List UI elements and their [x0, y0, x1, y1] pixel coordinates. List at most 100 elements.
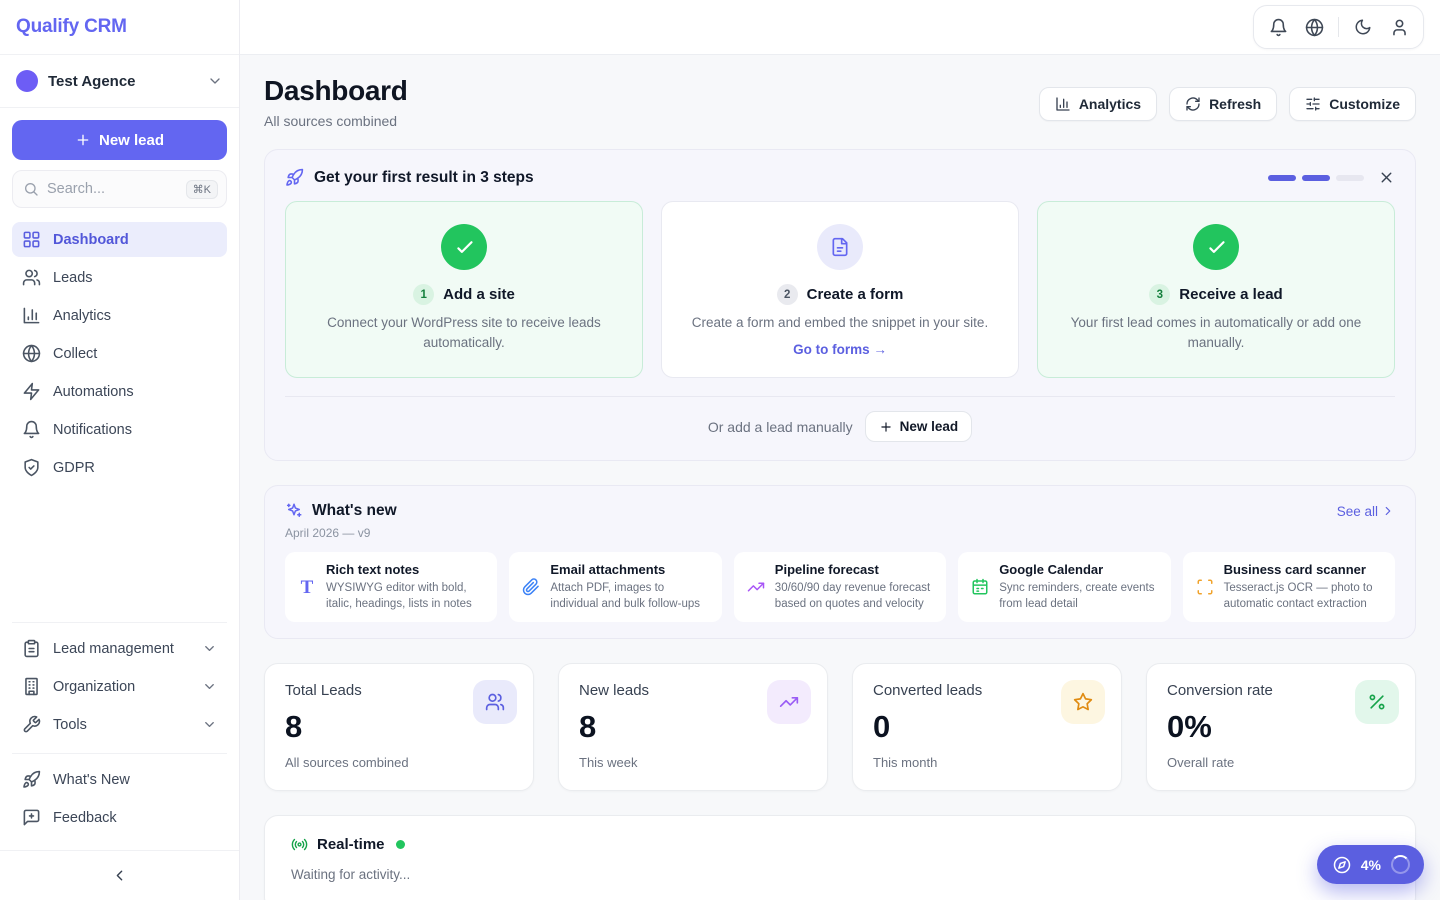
progress-pill-empty	[1336, 174, 1364, 181]
file-text-icon	[830, 237, 850, 257]
close-onboarding-button[interactable]	[1378, 169, 1395, 186]
sidebar-body: New lead ⌘K Dashboard Leads Analytic	[0, 108, 239, 850]
sidebar-item-whats-new[interactable]: What's New	[12, 762, 227, 797]
see-all-label: See all	[1336, 503, 1378, 519]
whats-new-panel: What's new See all April 2026 — v9 T Ric…	[264, 485, 1416, 640]
compass-icon	[1333, 856, 1351, 874]
sidebar-item-analytics[interactable]: Analytics	[12, 298, 227, 333]
onboarding-footer: Or add a lead manually New lead	[285, 396, 1395, 443]
onboarding-panel: Get your first result in 3 steps	[264, 149, 1416, 462]
account-button[interactable]	[1381, 10, 1417, 44]
logo-row: Qualify CRM	[0, 0, 239, 55]
nav-label: Leads	[53, 269, 93, 286]
trending-up-icon	[747, 578, 765, 596]
customize-button[interactable]: Customize	[1289, 87, 1416, 121]
feature-card-rich-text-notes: T Rich text notes WYSIWYG editor with bo…	[285, 552, 498, 623]
message-plus-icon	[22, 808, 41, 827]
stat-caption: All sources combined	[285, 755, 409, 771]
feature-desc: 30/60/90 day revenue forecast based on q…	[774, 582, 931, 611]
stat-value: 0%	[1167, 709, 1212, 745]
new-lead-button[interactable]: New lead	[12, 120, 227, 160]
whats-new-title: What's new	[312, 502, 397, 520]
manual-new-lead-label: New lead	[899, 419, 959, 435]
customize-label: Customize	[1329, 96, 1400, 112]
step-title: Receive a lead	[1179, 286, 1283, 303]
step-number: 3	[1149, 284, 1171, 305]
notifications-button[interactable]	[1260, 10, 1296, 44]
feature-title: Pipeline forecast	[774, 562, 879, 578]
topbar-icon-group	[1253, 5, 1424, 49]
search-input[interactable]	[47, 181, 178, 197]
step-title: Create a form	[806, 286, 904, 303]
footer-label: What's New	[53, 771, 130, 788]
nav-label: Collect	[53, 345, 98, 362]
stat-card-total-leads: Total Leads 8 All sources combined	[264, 663, 534, 792]
chevron-down-icon	[202, 717, 217, 732]
workspace-switcher[interactable]: Test Agence	[0, 55, 239, 108]
stat-value: 0	[873, 709, 891, 745]
building-icon	[22, 677, 41, 696]
sidebar-group-lead-management[interactable]: Lead management	[12, 631, 227, 666]
step-card-add-site: 1 Add a site Connect your WordPress site…	[285, 201, 643, 379]
primary-nav: Dashboard Leads Analytics Collect Automa…	[12, 222, 227, 488]
see-all-link[interactable]: See all	[1337, 504, 1395, 519]
header-actions: Analytics Refresh Customize	[1038, 87, 1416, 121]
plus-icon	[879, 420, 893, 434]
sidebar-item-gdpr[interactable]: GDPR	[12, 450, 227, 485]
search-shortcut: ⌘K	[185, 179, 218, 199]
rich-text-icon: T	[300, 576, 314, 598]
sidebar-item-automations[interactable]: Automations	[12, 374, 227, 409]
close-icon	[1378, 169, 1395, 186]
workspace-avatar	[16, 70, 38, 92]
topbar-divider	[1338, 17, 1339, 37]
progress-pill-filled	[1268, 174, 1296, 181]
feature-title: Google Calendar	[999, 562, 1104, 578]
theme-toggle-button[interactable]	[1345, 10, 1381, 44]
sidebar-item-collect[interactable]: Collect	[12, 336, 227, 371]
sidebar-item-leads[interactable]: Leads	[12, 260, 227, 295]
sidebar-group-organization[interactable]: Organization	[12, 669, 227, 704]
analytics-button[interactable]: Analytics	[1038, 87, 1158, 121]
step-description: Your first lead comes in automatically o…	[1070, 315, 1362, 351]
bar-chart-icon	[1055, 96, 1071, 112]
step-number: 1	[413, 284, 435, 305]
sidebar-group-tools[interactable]: Tools	[12, 707, 227, 742]
nav-label: Analytics	[53, 307, 112, 324]
search-box: ⌘K	[12, 170, 227, 208]
realtime-panel: Real-time Waiting for activity...	[264, 815, 1416, 900]
sidebar-footer: What's New Feedback	[12, 753, 227, 838]
nav-label: Notifications	[53, 421, 132, 438]
manual-new-lead-button[interactable]: New lead	[864, 411, 973, 443]
refresh-icon	[1185, 96, 1201, 112]
rocket-icon	[22, 770, 41, 789]
sidebar-spacer	[12, 488, 227, 614]
sidebar-item-feedback[interactable]: Feedback	[12, 800, 227, 835]
sidebar-collapse-button[interactable]	[0, 850, 239, 900]
realtime-header: Real-time	[291, 836, 1389, 853]
feature-card-email-attachments: Email attachments Attach PDF, images to …	[509, 552, 722, 623]
analytics-label: Analytics	[1078, 96, 1142, 112]
step-status-circle	[1193, 224, 1239, 270]
users-icon	[473, 680, 517, 725]
manual-add-text: Or add a lead manually	[707, 418, 853, 435]
step-card-create-form: 2 Create a form Create a form and embed …	[661, 201, 1019, 379]
page-title: Dashboard	[264, 75, 408, 106]
setup-progress-fab[interactable]: 4%	[1316, 845, 1424, 884]
feature-title: Rich text notes	[326, 562, 420, 578]
moon-icon	[1354, 18, 1372, 36]
feature-desc: WYSIWYG editor with bold, italic, headin…	[326, 582, 472, 611]
refresh-button[interactable]: Refresh	[1169, 87, 1278, 121]
progress-pill-filled	[1302, 174, 1330, 181]
step-status-circle	[441, 224, 487, 270]
users-icon	[22, 268, 41, 287]
sidebar-item-notifications[interactable]: Notifications	[12, 412, 227, 447]
language-button[interactable]	[1296, 10, 1332, 44]
broadcast-icon	[291, 836, 308, 853]
user-icon	[1390, 18, 1409, 37]
app-logo[interactable]: Qualify CRM	[16, 16, 127, 37]
page-content: Dashboard All sources combined Analytics…	[240, 55, 1440, 900]
zap-icon	[22, 382, 41, 401]
sidebar-item-dashboard[interactable]: Dashboard	[12, 222, 227, 257]
plus-icon	[75, 132, 91, 148]
go-to-forms-link[interactable]: Go to forms →	[793, 342, 887, 358]
